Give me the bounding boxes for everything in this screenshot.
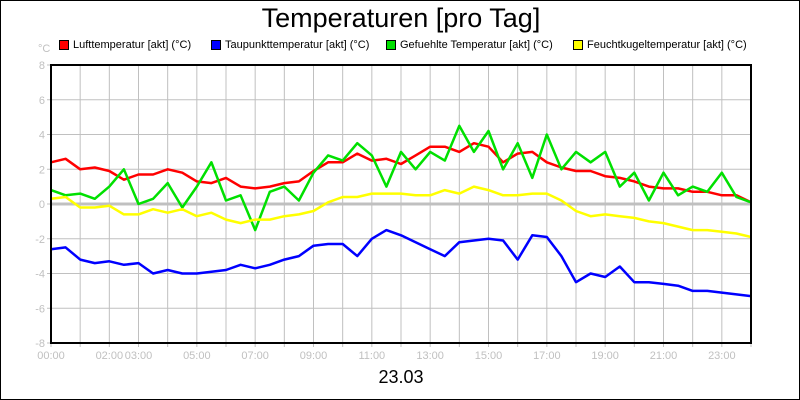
x-tick-label: 19:00 [591,350,619,362]
legend-swatch [386,40,396,50]
x-tick-label: 13:00 [416,350,444,362]
legend: Lufttemperatur [akt] (°C) Taupunkttemper… [1,39,799,53]
y-tick-label: -8 [35,338,45,350]
x-tick-label: 02:00 [96,350,124,362]
legend-label: Lufttemperatur [akt] (°C) [73,39,192,51]
legend-label: Feuchtkugeltemperatur [akt] (°C) [587,39,747,51]
y-tick-label: 6 [39,95,45,107]
x-axis-date-label: 23.03 [378,367,424,387]
y-tick-label: -4 [35,269,45,281]
x-tick-label: 15:00 [475,350,503,362]
legend-swatch [573,40,583,50]
chart-title: Temperaturen [pro Tag] [261,3,541,33]
plot-frame [50,64,752,344]
legend-label: Gefuehlte Temperatur [akt] (°C) [400,39,553,51]
legend-swatch [211,40,221,50]
series-line-0 [50,141,752,204]
y-tick-label: 8 [39,60,45,72]
x-tick-label: 03:00 [125,350,153,362]
y-tick-label: -2 [35,234,45,246]
y-tick-label: -6 [35,303,45,315]
legend-label: Taupunkttemperatur [akt] (°C) [225,39,370,51]
x-tick-label: 05:00 [183,350,211,362]
x-tick-label: 07:00 [241,350,269,362]
legend-item-taupunkttemperatur: Taupunkttemperatur [akt] (°C) [211,39,369,51]
y-axis-unit: °C [38,43,51,55]
x-tick-label: 00:00 [37,350,65,362]
legend-swatch [59,40,69,50]
x-tick-label: 17:00 [533,350,561,362]
y-tick-label: 4 [39,130,45,142]
y-tick-label: 2 [39,164,45,176]
x-tick-label: 21:00 [650,350,678,362]
series-line-3 [50,185,752,239]
legend-item-feuchtkugeltemperatur: Feuchtkugeltemperatur [akt] (°C) [573,39,747,51]
y-tick-label: 0 [39,199,45,211]
series-line-1 [50,228,752,298]
legend-item-lufttemperatur: Lufttemperatur [akt] (°C) [59,39,191,51]
x-tick-label: 23:00 [708,350,736,362]
legend-item-gefuehlte-temperatur: Gefuehlte Temperatur [akt] (°C) [386,39,553,51]
x-tick-label: 09:00 [300,350,328,362]
x-tick-label: 11:00 [358,350,385,362]
series-line-2 [50,124,752,232]
